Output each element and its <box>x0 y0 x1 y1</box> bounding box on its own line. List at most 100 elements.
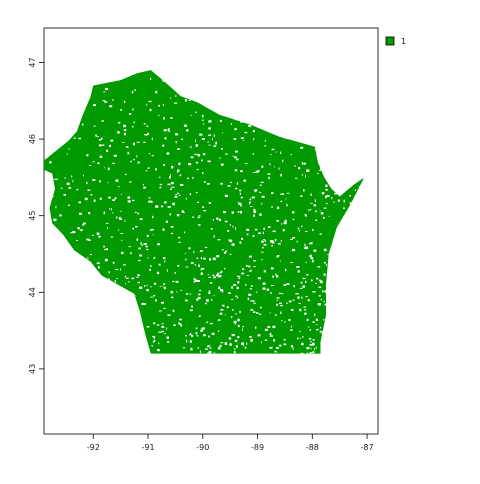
raster-gap <box>202 123 205 125</box>
raster-gap <box>325 189 329 191</box>
raster-gap <box>218 157 222 159</box>
raster-gap <box>297 296 300 299</box>
raster-gap <box>355 297 357 300</box>
raster-gap <box>102 100 106 102</box>
raster-gap <box>361 133 364 137</box>
raster-gap <box>132 227 135 230</box>
raster-gap <box>284 137 288 139</box>
raster-gap <box>118 229 120 231</box>
raster-gap <box>349 306 352 308</box>
raster-gap <box>298 303 301 304</box>
raster-gap <box>366 266 368 267</box>
raster-gap <box>149 229 153 231</box>
raster-gap <box>79 212 82 215</box>
raster-gap <box>301 342 304 346</box>
raster-gap <box>188 163 192 166</box>
raster-gap <box>331 263 333 267</box>
raster-gap <box>46 205 48 208</box>
raster-gap <box>152 335 156 338</box>
raster-gap <box>257 277 261 280</box>
raster-gap <box>177 192 179 195</box>
raster-gap <box>120 193 122 195</box>
raster-gap <box>319 210 321 212</box>
raster-gap <box>324 323 328 326</box>
raster-gap <box>197 153 201 157</box>
raster-gap <box>220 289 224 292</box>
raster-gap <box>355 208 357 211</box>
raster-gap <box>235 313 238 315</box>
raster-gap <box>189 334 191 336</box>
raster-gap <box>320 168 322 171</box>
raster-gap <box>357 228 361 231</box>
raster-gap <box>77 304 79 306</box>
raster-gap <box>88 301 90 303</box>
raster-gap <box>98 347 101 350</box>
raster-gap <box>142 183 144 186</box>
raster-gap <box>217 239 221 241</box>
raster-gap <box>57 235 60 237</box>
raster-gap <box>353 330 356 332</box>
raster-gap <box>328 215 330 217</box>
raster-gap <box>152 215 154 219</box>
raster-gap <box>361 210 365 212</box>
raster-gap <box>333 333 336 336</box>
raster-gap <box>237 336 240 339</box>
raster-gap <box>137 281 140 284</box>
raster-gap <box>137 161 140 164</box>
raster-gap <box>153 322 156 325</box>
raster-gap <box>51 267 54 269</box>
raster-gap <box>203 257 206 260</box>
raster-gap <box>233 284 237 286</box>
raster-gap <box>71 93 75 95</box>
raster-gap <box>247 265 251 268</box>
raster-gap <box>261 341 262 343</box>
raster-gap <box>116 278 118 279</box>
raster-gap <box>119 291 123 294</box>
raster-gap <box>189 193 192 196</box>
raster-gap <box>251 300 255 302</box>
raster-gap <box>135 225 138 228</box>
raster-gap <box>50 91 52 93</box>
raster-gap <box>131 90 134 94</box>
raster-gap <box>82 222 86 225</box>
raster-gap <box>290 345 294 348</box>
raster-gap <box>225 250 228 252</box>
raster-gap <box>180 289 183 291</box>
raster-gap <box>313 204 316 206</box>
raster-gap <box>143 243 147 245</box>
raster-gap <box>264 139 266 142</box>
raster-gap <box>112 261 115 264</box>
raster-gap <box>77 227 79 230</box>
raster-gap <box>312 228 314 232</box>
raster-gap <box>56 238 60 240</box>
raster-gap <box>323 319 325 321</box>
raster-gap <box>298 167 301 170</box>
raster-gap <box>62 285 65 287</box>
raster-gap <box>310 202 313 204</box>
raster-gap <box>143 141 146 143</box>
raster-gap <box>158 104 160 107</box>
raster-gap <box>163 164 165 166</box>
raster-gap <box>354 70 356 73</box>
raster-gap <box>302 277 306 280</box>
raster-gap <box>133 309 136 312</box>
raster-gap <box>355 135 358 137</box>
raster-gap <box>302 336 304 338</box>
raster-gap <box>133 121 135 124</box>
raster-gap <box>153 339 156 342</box>
raster-gap <box>360 297 364 301</box>
raster-gap <box>105 248 108 251</box>
raster-gap <box>62 314 64 315</box>
raster-gap <box>216 255 220 258</box>
raster-gap <box>96 276 99 279</box>
raster-gap <box>226 306 229 308</box>
raster-gap <box>330 177 333 179</box>
raster-gap <box>208 202 211 204</box>
raster-gap <box>176 75 178 77</box>
raster-gap <box>59 214 62 217</box>
raster-gap <box>88 212 91 215</box>
raster-gap <box>55 343 59 345</box>
raster-gap <box>93 341 96 345</box>
raster-gap <box>284 111 286 113</box>
